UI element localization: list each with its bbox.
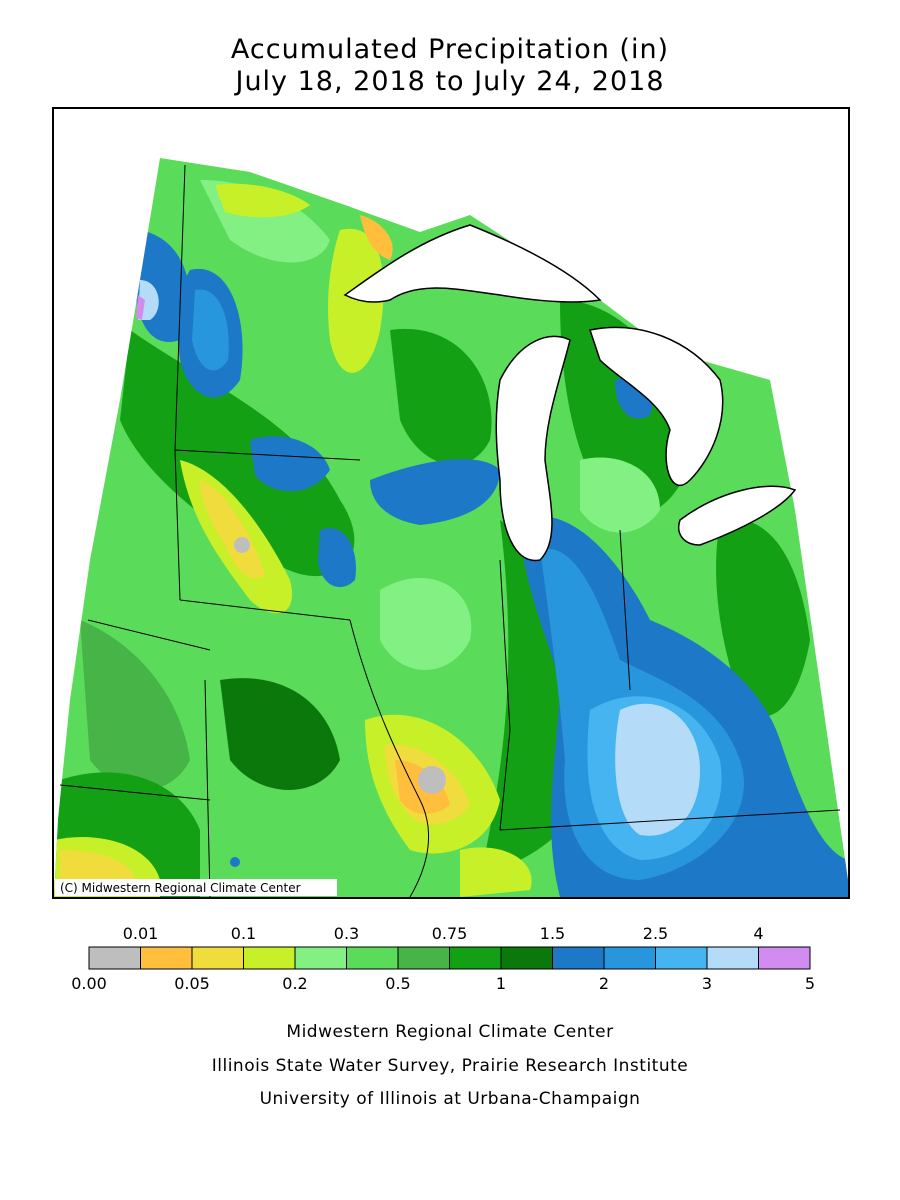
- legend-upper-label: 0.3: [334, 924, 359, 943]
- copyright-box: [55, 879, 337, 896]
- legend-swatch: [603, 946, 656, 970]
- lakes: [343, 224, 797, 562]
- copyright: (C) Midwestern Regional Climate Center: [60, 881, 301, 895]
- legend-lower-label: 0.00: [71, 974, 107, 993]
- title: Accumulated Precipitation (in): [231, 34, 669, 65]
- legend-lower-label: 0.5: [385, 974, 410, 993]
- legend-lower-label: 1: [496, 974, 506, 993]
- legend-swatch: [449, 946, 502, 970]
- map-frame: [52, 107, 850, 899]
- legend-upper-label: 1.5: [540, 924, 565, 943]
- legend-swatch: [140, 946, 193, 970]
- legend-lower-label: 2: [599, 974, 609, 993]
- legend-swatch: [758, 946, 811, 970]
- legend-swatch: [552, 946, 605, 970]
- legend-swatch: [500, 946, 553, 970]
- legend-swatch: [655, 946, 708, 970]
- legend-swatch: [88, 946, 141, 970]
- legend-swatch: [294, 946, 347, 970]
- legend-lower-label: 0.05: [174, 974, 210, 993]
- legend-upper-label: 0.75: [432, 924, 468, 943]
- legend: 0.01 0.1 0.3 0.75 1.5 2.5 4 0.00 0.05 0.2 0.5 1 2 3 5: [71, 924, 815, 993]
- legend-upper-label: 2.5: [643, 924, 668, 943]
- legend-lower-label: 5: [805, 974, 815, 993]
- legend-upper-label: 0.01: [123, 924, 159, 943]
- legend-swatch: [243, 946, 296, 970]
- boundaries: [59, 164, 841, 898]
- subtitle: July 18, 2018 to July 24, 2018: [233, 66, 664, 97]
- footer-line: University of Illinois at Urbana-Champai…: [260, 1089, 641, 1109]
- legend-swatch: [706, 946, 759, 970]
- footer-line: Midwestern Regional Climate Center: [286, 1022, 613, 1042]
- legend-swatch: [346, 946, 399, 970]
- footer-line: Illinois State Water Survey, Prairie Res…: [212, 1056, 688, 1076]
- legend-lower-label: 3: [702, 974, 712, 993]
- map: (C) Midwestern Regional Climate Center: [52, 107, 850, 899]
- legend-upper-label: 0.1: [231, 924, 256, 943]
- legend-swatch: [397, 946, 450, 970]
- legend-lower-label: 0.2: [282, 974, 307, 993]
- legend-upper-label: 4: [753, 924, 763, 943]
- legend-swatch: [191, 946, 244, 970]
